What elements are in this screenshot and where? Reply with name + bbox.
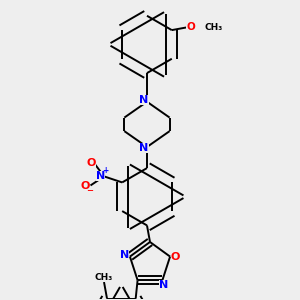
Text: −: − xyxy=(86,186,93,195)
Text: +: + xyxy=(102,167,108,176)
Text: O: O xyxy=(186,22,195,32)
Text: CH₃: CH₃ xyxy=(95,273,113,282)
Text: N: N xyxy=(159,280,169,290)
Text: N: N xyxy=(120,250,129,260)
Text: O: O xyxy=(87,158,96,168)
Text: N: N xyxy=(139,143,148,154)
Text: O: O xyxy=(81,181,90,191)
Text: CH₃: CH₃ xyxy=(205,22,223,32)
Text: O: O xyxy=(171,252,180,262)
Text: N: N xyxy=(96,171,105,181)
Text: N: N xyxy=(139,95,148,105)
